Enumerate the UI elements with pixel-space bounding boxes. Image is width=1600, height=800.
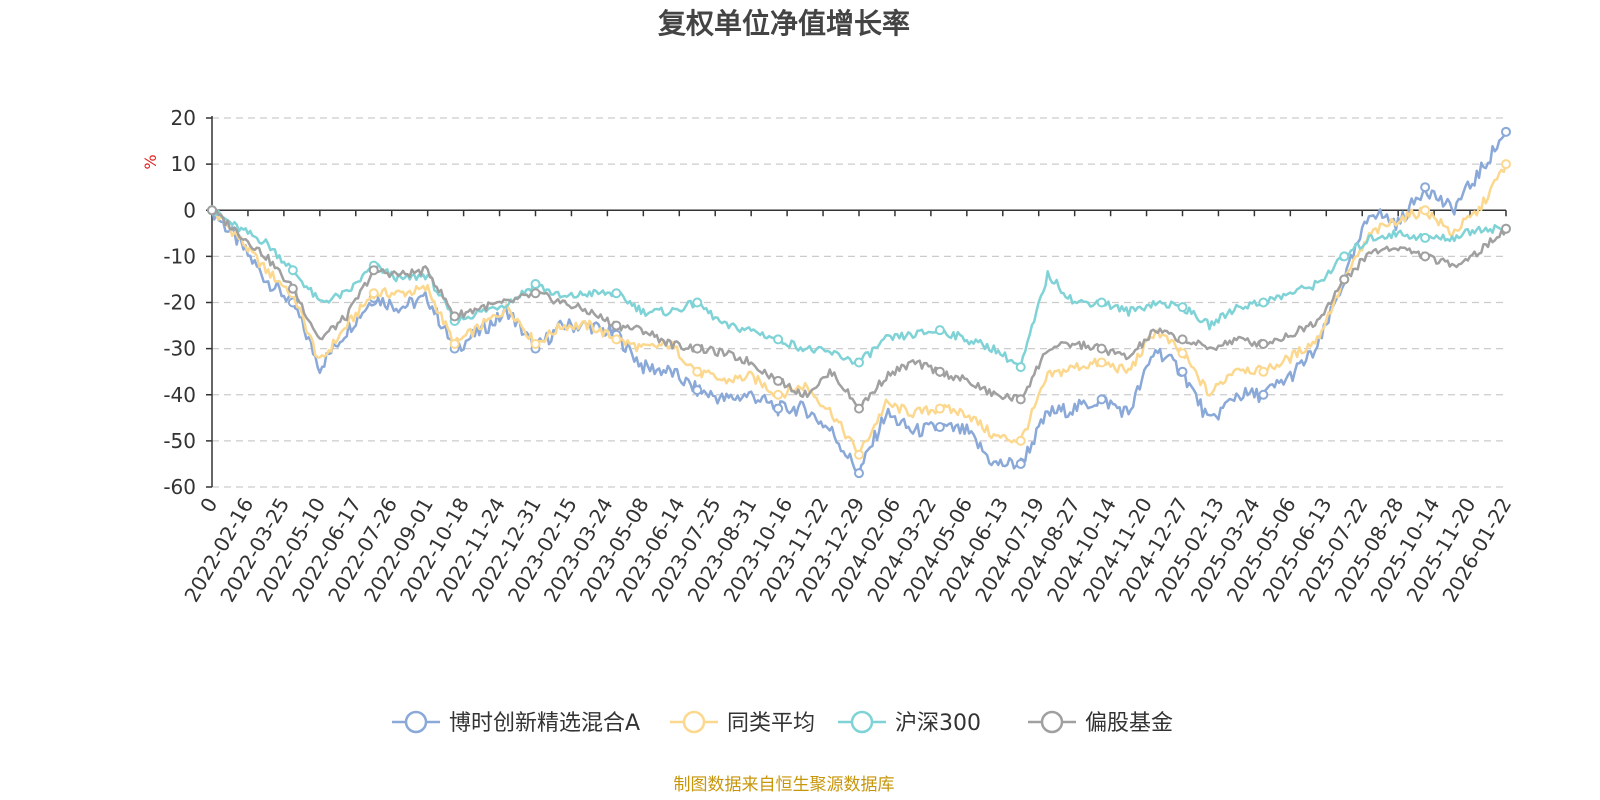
series-point bbox=[1501, 159, 1511, 170]
series-point bbox=[1258, 339, 1269, 350]
y-tick-label: 20 bbox=[171, 106, 196, 130]
series-point bbox=[1501, 126, 1511, 137]
series-line bbox=[210, 131, 1508, 477]
series-point bbox=[773, 375, 784, 386]
legend-label: 博时创新精选混合A bbox=[449, 711, 640, 736]
series-point bbox=[1339, 251, 1350, 262]
series-point bbox=[934, 403, 945, 414]
legend-item[interactable]: 沪深300 bbox=[838, 710, 981, 736]
series-point bbox=[1420, 251, 1431, 262]
legend-swatch-marker bbox=[682, 710, 706, 734]
y-axis: 20 10 0 -10 -20 -30 -40 -50 -60 bbox=[163, 106, 213, 499]
series-point bbox=[1258, 366, 1269, 377]
series-point bbox=[368, 288, 379, 299]
series-point bbox=[854, 403, 864, 414]
series-point bbox=[773, 403, 784, 414]
series-point bbox=[854, 449, 864, 460]
y-tick-label: -20 bbox=[163, 291, 196, 315]
series-point bbox=[1177, 366, 1188, 377]
series-point bbox=[692, 366, 703, 377]
y-axis-unit: % bbox=[141, 154, 160, 169]
series-point bbox=[611, 288, 622, 299]
series-point bbox=[1420, 232, 1431, 243]
x-tick-label: 0 bbox=[195, 494, 222, 517]
series-point bbox=[692, 297, 703, 308]
series-point bbox=[1177, 348, 1188, 359]
series-point bbox=[449, 339, 460, 350]
legend-swatch-marker bbox=[1040, 710, 1064, 734]
y-tick-label: -40 bbox=[163, 383, 196, 407]
series-point bbox=[934, 325, 945, 336]
series-point bbox=[692, 385, 703, 396]
series-point bbox=[1501, 223, 1511, 234]
y-tick-label: -50 bbox=[163, 429, 196, 453]
series-point bbox=[1096, 297, 1107, 308]
series-point bbox=[530, 339, 541, 350]
series-point bbox=[934, 366, 945, 377]
series-point bbox=[773, 334, 784, 345]
series-point bbox=[368, 265, 379, 276]
series-point bbox=[1015, 394, 1026, 405]
y-tick-label: -30 bbox=[163, 337, 196, 361]
series-point bbox=[1096, 343, 1107, 354]
series-lines bbox=[207, 126, 1511, 479]
x-axis: 02022-02-162022-03-252022-05-102022-06-1… bbox=[179, 209, 1516, 606]
series-point bbox=[1420, 205, 1431, 216]
series-point bbox=[1177, 302, 1188, 313]
series-point bbox=[530, 279, 541, 290]
series-line bbox=[210, 209, 1508, 413]
legend-label: 偏股基金 bbox=[1085, 711, 1173, 736]
legend-item[interactable]: 博时创新精选混合A bbox=[392, 710, 640, 736]
series-point bbox=[692, 343, 703, 354]
series-point bbox=[1258, 297, 1269, 308]
series-point bbox=[449, 311, 460, 322]
series-point bbox=[1339, 274, 1350, 285]
legend-swatch-marker bbox=[850, 710, 874, 734]
legend[interactable]: 博时创新精选混合A 同类平均 沪深300 偏股基金 bbox=[392, 710, 1173, 736]
series-point bbox=[934, 422, 945, 433]
series-point bbox=[1015, 458, 1026, 469]
data-source-note: 制图数据来自恒生聚源数据库 bbox=[674, 775, 895, 795]
series-point bbox=[207, 205, 217, 216]
series-point bbox=[611, 320, 622, 331]
series-point bbox=[1177, 334, 1188, 345]
legend-label: 同类平均 bbox=[727, 711, 815, 736]
y-tick-label: 10 bbox=[171, 152, 196, 176]
series-point bbox=[287, 283, 298, 294]
chart-title: 复权单位净值增长率 bbox=[658, 7, 910, 40]
legend-swatch-marker bbox=[404, 710, 428, 734]
series-point bbox=[1258, 389, 1269, 400]
legend-item[interactable]: 同类平均 bbox=[670, 710, 815, 736]
series-point bbox=[854, 468, 864, 479]
series-point bbox=[773, 389, 784, 400]
grid-lines bbox=[212, 117, 1506, 488]
series-point bbox=[1420, 182, 1431, 193]
series-point bbox=[854, 357, 864, 368]
legend-item[interactable]: 偏股基金 bbox=[1028, 710, 1173, 736]
y-tick-label: -10 bbox=[163, 244, 196, 268]
y-tick-label: 0 bbox=[183, 198, 196, 222]
series-point bbox=[1096, 357, 1107, 368]
series-point bbox=[1096, 394, 1107, 405]
series-point bbox=[287, 265, 298, 276]
series-point bbox=[1015, 362, 1026, 373]
series-point bbox=[530, 288, 541, 299]
legend-label: 沪深300 bbox=[895, 711, 981, 736]
series-point bbox=[1015, 435, 1026, 446]
y-tick-label: -60 bbox=[163, 475, 196, 499]
series-point bbox=[611, 334, 622, 345]
